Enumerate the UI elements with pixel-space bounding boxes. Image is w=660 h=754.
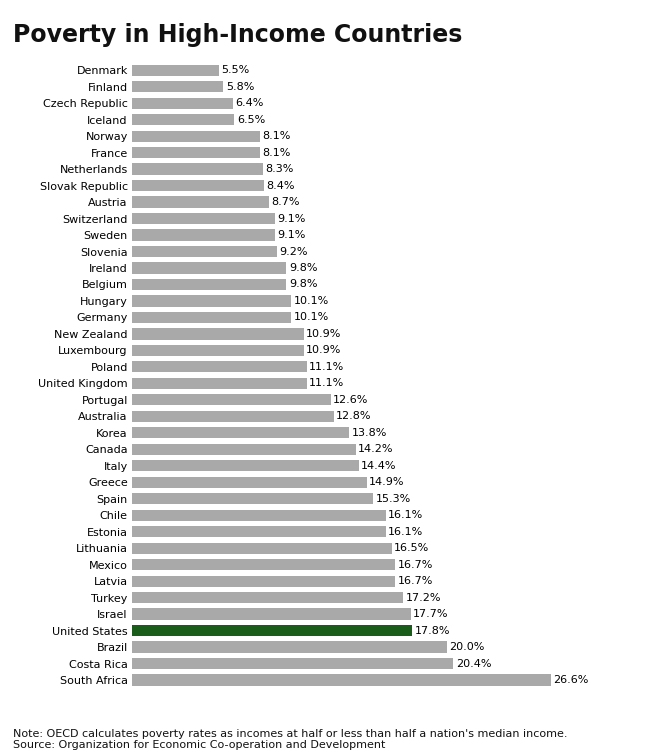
Bar	[132, 493, 373, 504]
Bar	[132, 592, 403, 603]
Text: 10.9%: 10.9%	[306, 329, 341, 339]
Text: 8.7%: 8.7%	[271, 197, 300, 207]
Text: 8.4%: 8.4%	[267, 180, 295, 191]
Text: 9.8%: 9.8%	[289, 263, 317, 273]
Text: 20.4%: 20.4%	[456, 658, 491, 669]
Text: 5.8%: 5.8%	[226, 81, 254, 92]
Text: 17.8%: 17.8%	[414, 626, 450, 636]
Bar	[132, 229, 275, 241]
Text: Note: OECD calculates poverty rates as incomes at half or less than half a natio: Note: OECD calculates poverty rates as i…	[13, 728, 568, 750]
Bar	[132, 642, 447, 653]
Bar	[132, 328, 304, 339]
Bar	[132, 674, 551, 685]
Bar	[132, 246, 277, 257]
Text: 9.1%: 9.1%	[278, 230, 306, 240]
Text: Poverty in High-Income Countries: Poverty in High-Income Countries	[13, 23, 463, 47]
Bar	[132, 658, 453, 669]
Text: 5.5%: 5.5%	[221, 65, 249, 75]
Text: 16.7%: 16.7%	[397, 576, 433, 586]
Text: 8.3%: 8.3%	[265, 164, 294, 174]
Text: 17.7%: 17.7%	[413, 609, 449, 619]
Bar	[132, 361, 307, 372]
Bar	[132, 312, 291, 323]
Bar	[132, 378, 307, 389]
Bar	[132, 262, 286, 274]
Text: 16.7%: 16.7%	[397, 559, 433, 570]
Bar	[132, 543, 392, 553]
Bar	[132, 575, 395, 587]
Text: 6.4%: 6.4%	[235, 98, 263, 108]
Bar	[132, 510, 385, 521]
Bar	[132, 526, 385, 538]
Bar	[132, 164, 263, 175]
Bar	[132, 443, 356, 455]
Bar	[132, 114, 234, 125]
Text: 11.1%: 11.1%	[310, 379, 345, 388]
Bar	[132, 147, 259, 158]
Bar	[132, 345, 304, 356]
Bar	[132, 65, 218, 76]
Bar	[132, 608, 411, 620]
Bar	[132, 130, 259, 142]
Text: 15.3%: 15.3%	[376, 494, 411, 504]
Text: 14.2%: 14.2%	[358, 444, 393, 454]
Bar	[132, 81, 223, 92]
Text: 10.1%: 10.1%	[294, 312, 329, 323]
Text: 16.1%: 16.1%	[388, 510, 423, 520]
Text: 8.1%: 8.1%	[262, 131, 290, 141]
Bar	[132, 296, 291, 307]
Text: 14.9%: 14.9%	[369, 477, 405, 487]
Text: 8.1%: 8.1%	[262, 148, 290, 158]
Text: 20.0%: 20.0%	[449, 642, 485, 652]
Bar	[132, 394, 331, 406]
Text: 10.1%: 10.1%	[294, 296, 329, 306]
Bar	[132, 477, 367, 488]
Bar	[132, 213, 275, 224]
Text: 9.8%: 9.8%	[289, 280, 317, 290]
Bar	[132, 180, 265, 192]
Bar	[132, 625, 412, 636]
Text: 12.6%: 12.6%	[333, 395, 368, 405]
Text: 9.1%: 9.1%	[278, 213, 306, 223]
Bar	[132, 97, 233, 109]
Bar	[132, 279, 286, 290]
Text: 13.8%: 13.8%	[352, 428, 387, 438]
Text: 10.9%: 10.9%	[306, 345, 341, 355]
Text: 6.5%: 6.5%	[237, 115, 265, 124]
Text: 9.2%: 9.2%	[279, 247, 308, 256]
Text: 16.5%: 16.5%	[394, 543, 430, 553]
Bar	[132, 460, 359, 471]
Bar	[132, 428, 349, 438]
Text: 14.4%: 14.4%	[361, 461, 397, 470]
Text: 26.6%: 26.6%	[554, 675, 589, 685]
Text: 12.8%: 12.8%	[336, 412, 372, 421]
Text: 11.1%: 11.1%	[310, 362, 345, 372]
Text: 16.1%: 16.1%	[388, 527, 423, 537]
Bar	[132, 197, 269, 207]
Text: 17.2%: 17.2%	[405, 593, 441, 602]
Bar	[132, 559, 395, 570]
Bar	[132, 411, 334, 422]
